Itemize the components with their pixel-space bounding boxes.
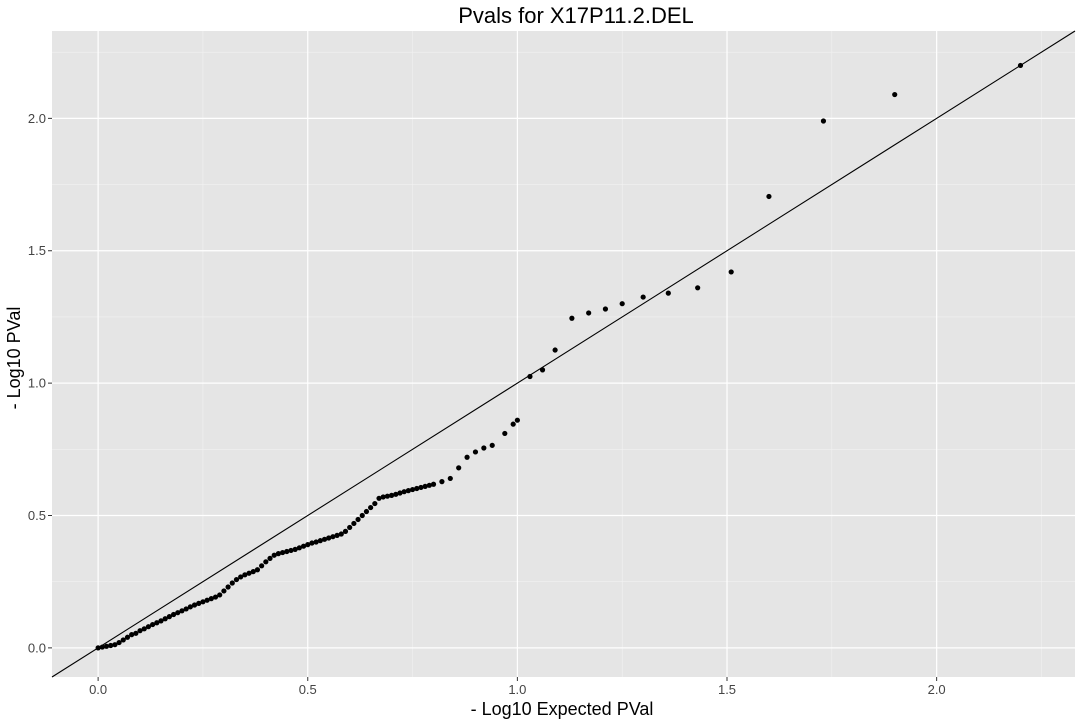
data-point: [490, 443, 495, 448]
data-point: [1018, 63, 1023, 68]
data-point: [448, 476, 453, 481]
data-point: [351, 521, 356, 526]
data-point: [586, 310, 591, 315]
data-point: [221, 588, 226, 593]
data-point: [553, 347, 558, 352]
data-point: [343, 529, 348, 534]
x-axis-title: - Log10 Expected PVal: [471, 699, 654, 719]
data-point: [230, 580, 235, 585]
data-point: [439, 479, 444, 484]
data-point: [217, 592, 222, 597]
data-point: [620, 301, 625, 306]
data-point: [347, 525, 352, 530]
data-point: [540, 367, 545, 372]
data-point: [666, 291, 671, 296]
x-tick-label: 0.5: [299, 682, 317, 697]
y-axis-title: - Log10 PVal: [4, 307, 24, 410]
data-point: [267, 556, 272, 561]
x-tick-label: 1.5: [718, 682, 736, 697]
y-tick-label: 0.0: [28, 640, 46, 655]
data-point: [473, 449, 478, 454]
data-point: [569, 316, 574, 321]
data-point: [641, 294, 646, 299]
y-tick-label: 1.0: [28, 376, 46, 391]
data-point: [456, 465, 461, 470]
data-point: [368, 505, 373, 510]
data-point: [515, 418, 520, 423]
y-tick-label: 0.5: [28, 508, 46, 523]
data-point: [481, 445, 486, 450]
data-point: [225, 584, 230, 589]
data-point: [502, 431, 507, 436]
data-point: [263, 559, 268, 564]
data-point: [892, 92, 897, 97]
x-tick-label: 2.0: [928, 682, 946, 697]
data-point: [821, 118, 826, 123]
chart-title: Pvals for X17P11.2.DEL: [458, 3, 694, 28]
data-point: [255, 567, 260, 572]
data-point: [360, 513, 365, 518]
x-tick-label: 1.0: [508, 682, 526, 697]
data-point: [603, 306, 608, 311]
data-point: [511, 422, 516, 427]
data-point: [372, 501, 377, 506]
y-tick-label: 2.0: [28, 111, 46, 126]
data-point: [355, 517, 360, 522]
x-tick-label: 0.0: [89, 682, 107, 697]
data-point: [464, 455, 469, 460]
data-point: [527, 374, 532, 379]
data-point: [364, 509, 369, 514]
data-point: [431, 482, 436, 487]
data-point: [729, 269, 734, 274]
y-tick-label: 1.5: [28, 243, 46, 258]
data-point: [695, 285, 700, 290]
data-point: [766, 194, 771, 199]
data-point: [259, 563, 264, 568]
